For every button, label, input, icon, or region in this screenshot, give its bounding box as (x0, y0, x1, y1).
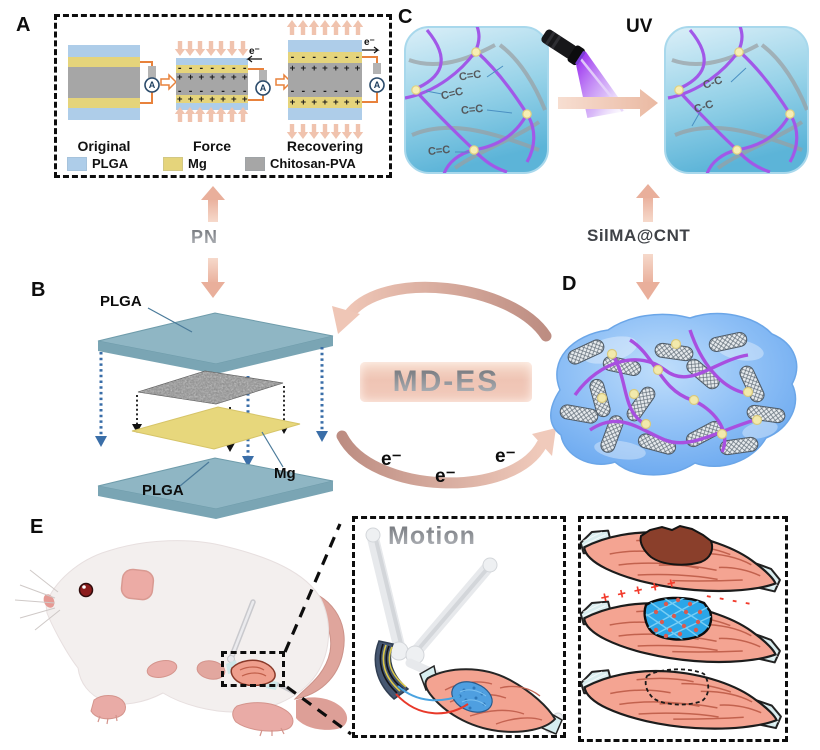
plga-bottom-label: PLGA (142, 482, 184, 499)
silma-arrows (636, 184, 660, 300)
stack-recovering-illustration (286, 20, 385, 139)
ammeter-label: A (259, 83, 267, 93)
motion-box-art (365, 527, 564, 735)
charge-row: + + + + + + + (289, 98, 361, 108)
implant-device (374, 640, 410, 700)
stack-force-illustration (174, 41, 271, 122)
chitosan-color-chip (245, 156, 265, 171)
motion-muscle (395, 664, 563, 735)
legend-plga: PLGA (67, 156, 128, 171)
electron-label: e⁻ (364, 37, 375, 48)
pn-label: PN (191, 227, 219, 247)
mdes-band: MD-ES (360, 362, 532, 402)
cnt-rods (559, 332, 786, 456)
step-arrow-2 (275, 73, 293, 91)
regenerated-region-outline (644, 668, 710, 706)
label-pointers (147, 307, 284, 487)
panel-a-box (54, 14, 392, 178)
leg-zoom-box (221, 651, 285, 687)
bond-cc-double: C=C (427, 143, 451, 159)
muscle-stages-box (578, 516, 788, 742)
zoom-connector-lines (283, 523, 352, 736)
muscle-defect (639, 524, 714, 566)
charge-row: - - - - - - - (177, 64, 248, 74)
uv-label: UV (626, 16, 653, 37)
motion-box (352, 516, 566, 738)
legend-mg-label: Mg (188, 156, 207, 171)
legend-chitosan: Chitosan-PVA (245, 156, 356, 171)
pn-arrows (201, 186, 225, 298)
legend-mg: Mg (163, 156, 207, 171)
red-wire (395, 693, 469, 715)
charge-row: + + + + + + + (177, 95, 248, 105)
panel-d-art (550, 312, 798, 476)
charge-row: + + + + + + + (289, 64, 361, 74)
panel-label-d: D (562, 273, 577, 295)
panel-c-art (404, 26, 809, 174)
charge-row: - - - - - - - (289, 53, 361, 63)
legend-chitosan-label: Chitosan-PVA (270, 156, 356, 171)
mg-layer (131, 406, 301, 450)
electron-label: e⁻ (435, 466, 456, 487)
rat-eye (78, 582, 94, 598)
silma-cnt-label: SilMA@CNT (587, 226, 691, 245)
plga-color-chip (67, 156, 87, 171)
legend-plga-label: PLGA (92, 156, 129, 171)
charge-row: - - - - - - - (177, 87, 248, 97)
electron-label: e⁻ (249, 46, 260, 57)
panel-label-c: C (398, 6, 413, 28)
muscle-patch (643, 596, 713, 641)
panel-label-a: A (16, 14, 31, 36)
rat-illustration (14, 523, 352, 737)
muscle-stages-art (575, 522, 786, 737)
crosslink-dots (596, 338, 763, 440)
state-original: Original (77, 138, 131, 154)
panel-label-b: B (31, 279, 46, 301)
step-arrow-1 (160, 73, 178, 91)
panel-a-art (68, 20, 385, 139)
panel-b-art (95, 307, 334, 519)
electron-label: e⁻ (495, 446, 516, 467)
motion-label: Motion (388, 522, 476, 550)
network-before (405, 27, 547, 173)
ammeter-label: A (373, 80, 381, 90)
state-recovering: Recovering (286, 138, 364, 154)
ammeter-label: A (148, 80, 156, 90)
fiber-membrane (137, 370, 284, 405)
charge-row: + + + + + + + (177, 73, 248, 83)
mg-label: Mg (274, 465, 296, 482)
panel-label-e: E (30, 516, 44, 538)
bond-cc-double: C=C (460, 102, 484, 118)
mg-color-chip (163, 156, 183, 171)
mdes-cycle-arrows (332, 281, 556, 489)
implanted-patch (451, 681, 493, 713)
uv-arrow (558, 89, 658, 117)
charge-row: - - - - - - - (289, 87, 361, 97)
stack-original-illustration (68, 45, 160, 120)
rat-whiskers (14, 569, 61, 631)
mdes-label: MD-ES (392, 365, 500, 398)
electron-label: e⁻ (381, 449, 402, 470)
plga-top-label: PLGA (100, 293, 142, 310)
network-after (667, 27, 808, 173)
blue-wire (397, 685, 461, 702)
state-force: Force (192, 138, 232, 154)
